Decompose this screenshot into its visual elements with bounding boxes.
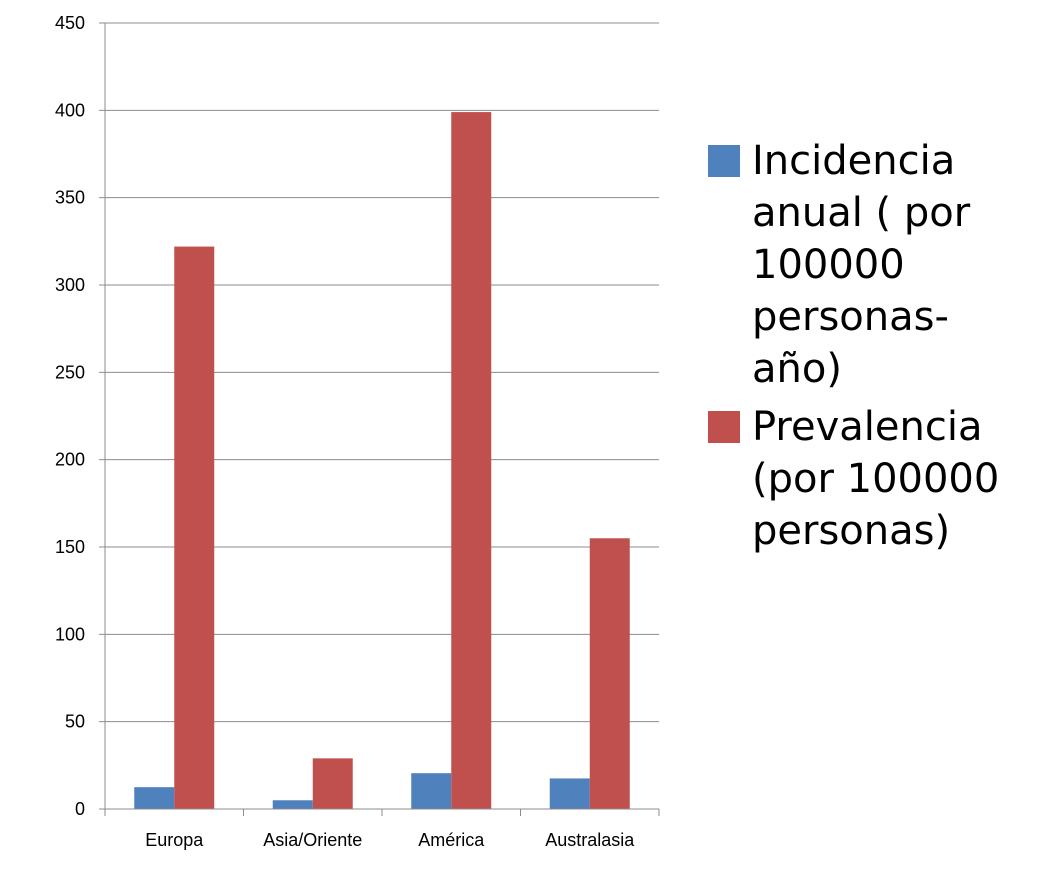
legend-line: año) — [752, 346, 842, 392]
bar-prevalencia — [451, 112, 492, 809]
x-tick-labels: Europa Asia/Oriente América Australasia — [145, 830, 635, 850]
bar-incidencia — [272, 800, 313, 809]
y-tick-label: 200 — [55, 450, 85, 470]
legend-label-incidencia: Incidencia anual ( por 100000 personas- … — [752, 135, 970, 395]
y-tick-label: 150 — [55, 537, 85, 557]
y-tick-label: 400 — [55, 100, 85, 120]
legend-line: personas) — [752, 508, 951, 554]
bar-prevalencia — [312, 758, 353, 809]
legend-line: (por 100000 — [752, 456, 1000, 502]
legend-line: anual ( por — [752, 190, 971, 236]
bars — [134, 112, 630, 809]
legend-line: Incidencia — [752, 138, 956, 184]
x-tick-label: Asia/Oriente — [263, 830, 362, 850]
legend-swatch-prevalencia — [708, 411, 740, 443]
y-tick-label: 100 — [55, 624, 85, 644]
bar-incidencia — [134, 787, 175, 809]
legend-line: personas- — [752, 294, 949, 340]
bar-prevalencia — [174, 246, 215, 809]
legend-line: 100000 — [752, 242, 905, 288]
y-tick-labels: 0 50 100 150 200 250 300 350 400 450 — [55, 13, 85, 819]
legend: Incidencia anual ( por 100000 personas- … — [708, 135, 1038, 563]
legend-line: Prevalencia — [752, 404, 983, 450]
y-tick-label: 0 — [75, 799, 85, 819]
bar-incidencia — [411, 773, 452, 809]
y-tick-label: 450 — [55, 13, 85, 33]
bar-incidencia — [549, 778, 590, 809]
y-tick-label: 50 — [65, 712, 85, 732]
legend-label-prevalencia: Prevalencia (por 100000 personas) — [752, 401, 999, 557]
x-tick-label: Europa — [145, 830, 204, 850]
legend-item-prevalencia: Prevalencia (por 100000 personas) — [708, 401, 1038, 557]
legend-item-incidencia: Incidencia anual ( por 100000 personas- … — [708, 135, 1038, 395]
x-tick-label: América — [418, 830, 485, 850]
x-tick-label: Australasia — [545, 830, 635, 850]
axes — [99, 22, 660, 816]
y-tick-label: 350 — [55, 188, 85, 208]
y-tick-label: 250 — [55, 362, 85, 382]
y-tick-label: 300 — [55, 275, 85, 295]
legend-swatch-incidencia — [708, 145, 740, 177]
bar-prevalencia — [589, 538, 630, 809]
